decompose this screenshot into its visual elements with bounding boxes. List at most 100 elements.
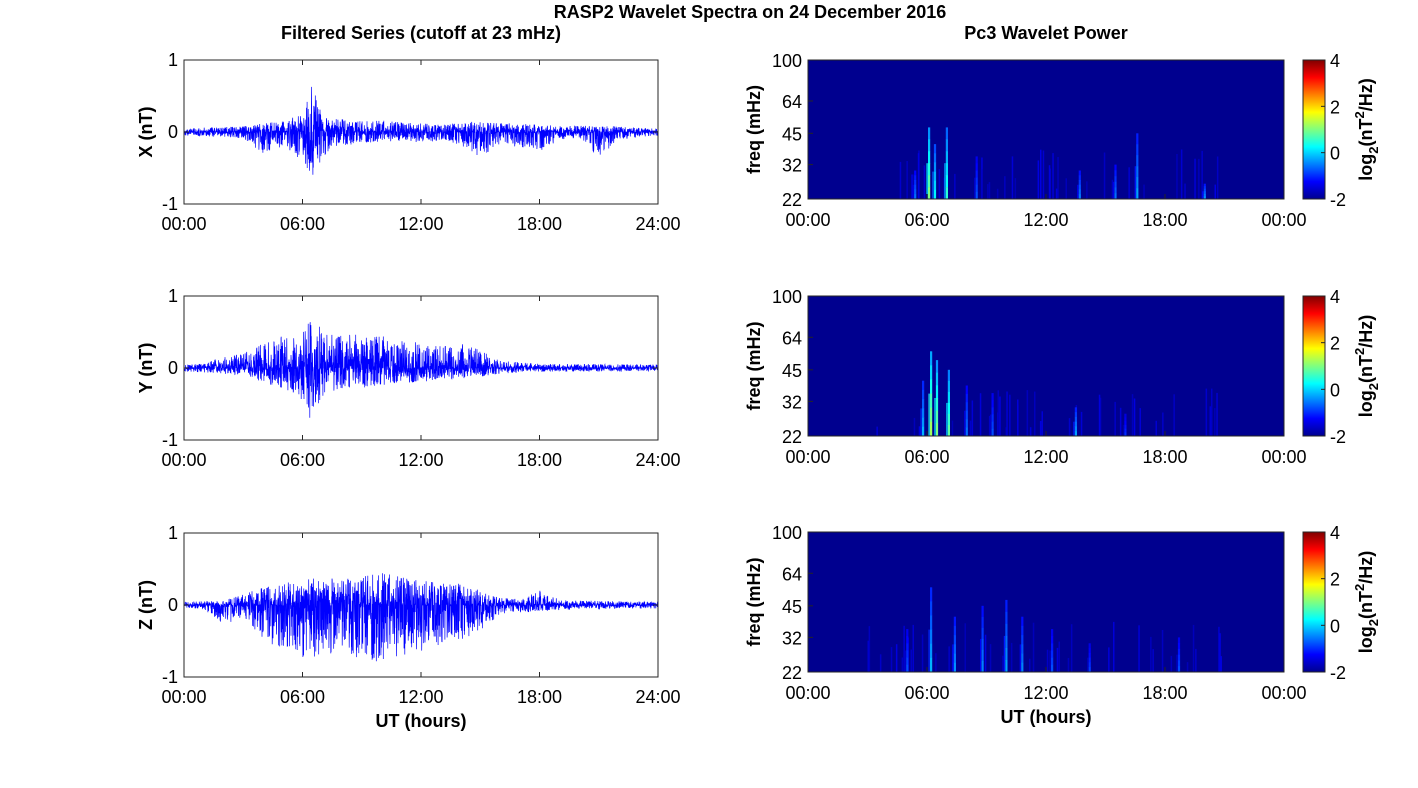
power-hotspot — [1021, 644, 1024, 654]
power-streak — [895, 644, 898, 672]
freq-axis-label: freq (mHz) — [744, 85, 764, 174]
y-tick-label: 1 — [168, 523, 178, 543]
power-hotspot — [1203, 186, 1206, 190]
power-hotspot-side — [926, 163, 928, 199]
y-tick-label: -1 — [162, 194, 178, 214]
series-panel-y: 00:00 06:00 12:00 18:00 24:00 -1 0 1 Y (nT) — [136, 286, 681, 470]
x-tick-label: 18:00 — [517, 687, 562, 707]
colorbar-frame — [1302, 295, 1326, 437]
power-hotspot — [953, 644, 956, 654]
power-hotspot — [928, 163, 931, 176]
power-hotspot-side — [928, 393, 930, 436]
power-hotspot — [930, 365, 933, 380]
power-hotspot-side — [946, 402, 948, 436]
power-hotspot — [928, 127, 931, 140]
power-hotspot — [953, 653, 956, 664]
power-hotspot — [1078, 189, 1081, 195]
colorbar-gradient — [1303, 60, 1325, 199]
x-tick-label: 18:00 — [1142, 447, 1187, 467]
power-streak — [964, 623, 966, 672]
power-hotspot — [1177, 660, 1181, 667]
y-tick-label: 0 — [168, 358, 178, 378]
x-tick-label: 00:00 — [785, 447, 830, 467]
power-hotspot-side — [944, 163, 946, 199]
power-hotspot — [914, 170, 917, 176]
colorbar-tick-label: 2 — [1330, 570, 1340, 590]
x-tick-label: 06:00 — [904, 210, 949, 230]
power-hotspot — [1136, 144, 1139, 156]
power-hotspot — [930, 379, 933, 394]
y-tick-label: 64 — [782, 328, 802, 348]
power-hotspot — [947, 391, 950, 404]
x-tick-label: 06:00 — [280, 214, 325, 234]
power-hotspot — [1005, 660, 1008, 673]
power-streak — [1192, 624, 1195, 672]
power-streak — [999, 396, 1001, 436]
power-streak — [988, 415, 991, 436]
x-tick-label: 00:00 — [1261, 210, 1306, 230]
power-hotspot-side — [1049, 650, 1051, 672]
colorbar-frame — [1302, 59, 1326, 200]
power-hotspot-side — [1134, 166, 1136, 199]
power-hotspot — [1088, 648, 1091, 654]
power-streak — [1111, 179, 1114, 199]
power-streak — [1214, 408, 1216, 436]
y-tick-label: 45 — [782, 361, 802, 381]
colorbar-tick-label: 4 — [1330, 51, 1340, 71]
power-hotspot — [1088, 643, 1091, 649]
power-hotspot — [945, 151, 948, 164]
power-hotspot — [933, 162, 937, 172]
power-hotspot — [1136, 177, 1139, 189]
power-hotspot — [1005, 599, 1008, 613]
power-hotspot — [981, 638, 984, 651]
power-hotspot — [1074, 416, 1077, 422]
power-hotspot — [991, 407, 994, 415]
power-streak — [980, 169, 983, 199]
power-streak — [1005, 427, 1007, 436]
power-hotspot — [981, 627, 984, 640]
power-hotspot — [1136, 188, 1139, 200]
trace-line-z — [183, 573, 659, 662]
power-streak — [911, 174, 913, 199]
power-hotspot — [1021, 653, 1024, 664]
power-streak — [1058, 641, 1060, 672]
power-streak — [988, 182, 991, 199]
power-hotspot-side — [980, 638, 982, 672]
power-hotspot-side — [934, 398, 936, 436]
y-axis-label: Y (nT) — [136, 343, 156, 394]
power-streak — [923, 165, 926, 199]
power-hotspot — [1177, 666, 1181, 673]
power-hotspot — [1021, 616, 1024, 627]
power-streak — [913, 417, 916, 436]
power-streak — [1211, 388, 1213, 436]
x-tick-label: 12:00 — [398, 214, 443, 234]
power-hotspot — [914, 180, 917, 185]
power-streak — [1209, 406, 1211, 436]
power-hotspot — [930, 629, 933, 644]
power-hotspot — [947, 413, 950, 426]
power-streak — [1216, 156, 1219, 199]
colorbar-tick-label: 2 — [1330, 334, 1340, 354]
power-hotspot — [1021, 635, 1024, 645]
power-hotspot — [922, 389, 925, 400]
power-streak — [1186, 662, 1189, 672]
power-streak — [1219, 633, 1221, 672]
power-streak — [1150, 636, 1152, 672]
power-hotspot — [991, 421, 994, 430]
power-hotspot — [1114, 193, 1117, 200]
power-hotspot — [1124, 421, 1127, 426]
power-hotspot — [1074, 431, 1077, 437]
power-streak — [1065, 178, 1067, 199]
colorbar-tick-label: -2 — [1330, 427, 1346, 447]
power-hotspot — [1114, 181, 1117, 188]
power-hotspot — [965, 427, 968, 437]
power-hotspot — [922, 417, 925, 428]
power-hotspot — [953, 625, 956, 636]
power-streak — [1029, 427, 1032, 436]
x-tick-label: 06:00 — [280, 687, 325, 707]
power-streak — [984, 634, 987, 672]
power-hotspot — [991, 400, 994, 408]
power-hotspot — [1088, 667, 1091, 673]
power-hotspot — [930, 421, 933, 437]
power-streak — [979, 393, 982, 436]
